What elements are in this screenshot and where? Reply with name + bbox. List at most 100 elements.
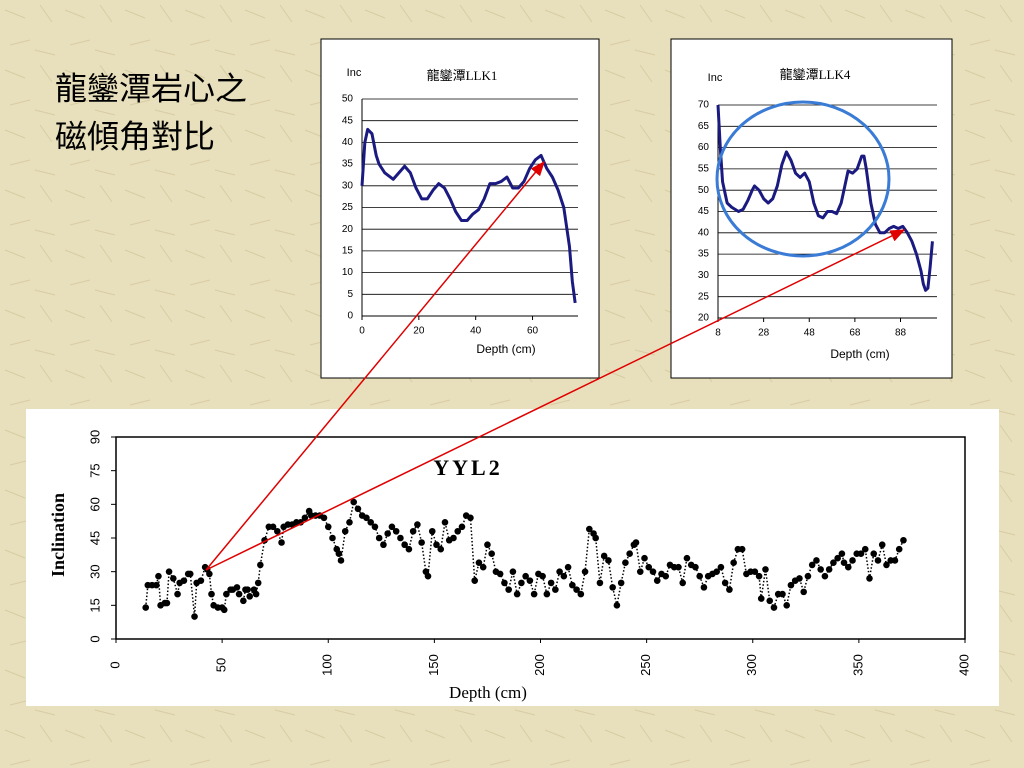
data-point	[428, 527, 436, 535]
data-point	[653, 577, 661, 584]
data-point	[783, 602, 791, 609]
data-point	[367, 518, 375, 526]
data-point	[341, 527, 349, 535]
data-point	[418, 539, 425, 546]
data-point	[547, 579, 555, 587]
data-point	[479, 563, 487, 571]
y-tick-label: 25	[342, 202, 354, 213]
data-point	[675, 563, 682, 571]
data-line	[716, 104, 934, 292]
y-axis-label: Inclination	[48, 493, 68, 577]
data-point	[738, 545, 746, 553]
y-tick-label: 15	[87, 598, 102, 612]
data-point	[800, 588, 807, 596]
data-point	[751, 568, 759, 575]
data-point	[329, 534, 336, 542]
data-point	[518, 579, 525, 587]
x-tick-label: 100	[320, 654, 335, 676]
chart-panel	[320, 38, 600, 379]
y-axis-label: Inc	[347, 67, 362, 79]
data-point	[779, 590, 786, 598]
chart-title: YYL2	[433, 455, 502, 480]
data-point	[700, 584, 708, 591]
y-tick-label: 5	[347, 289, 353, 300]
data-point	[380, 541, 387, 549]
data-point	[560, 572, 568, 580]
data-point	[870, 550, 878, 558]
data-point	[337, 557, 345, 564]
data-point	[581, 568, 589, 575]
data-point	[278, 539, 285, 546]
data-point	[206, 570, 213, 578]
data-point	[388, 523, 396, 531]
data-point	[186, 570, 194, 578]
data-point	[467, 514, 474, 522]
data-point	[825, 566, 833, 573]
data-point	[269, 523, 277, 531]
chart-title: 龍鑾潭LLK4	[780, 67, 851, 82]
data-point	[180, 577, 188, 584]
data-line	[360, 127, 577, 304]
y-tick-label: 10	[342, 267, 354, 278]
data-point	[592, 534, 599, 542]
data-point	[235, 590, 243, 598]
data-point	[197, 577, 205, 584]
data-point	[632, 539, 640, 546]
chart-title: 龍鑾潭LLK1	[427, 68, 498, 83]
data-point	[552, 586, 559, 593]
data-point	[371, 523, 379, 531]
data-point	[471, 577, 479, 584]
data-point	[600, 552, 608, 560]
data-point	[153, 581, 160, 589]
data-point	[878, 541, 886, 549]
x-tick-label: 150	[426, 654, 441, 676]
data-point	[641, 554, 648, 562]
data-point	[320, 514, 328, 522]
data-point	[384, 530, 391, 537]
data-point	[895, 545, 903, 553]
data-point	[900, 536, 907, 544]
data-point	[556, 568, 563, 575]
data-point	[155, 572, 162, 580]
data-point	[787, 581, 795, 589]
data-point	[496, 570, 504, 578]
y-tick-label: 40	[342, 137, 354, 148]
data-point	[813, 557, 820, 564]
highlight-ellipse	[715, 100, 891, 258]
data-point	[622, 559, 629, 566]
data-point	[577, 590, 585, 598]
data-point	[891, 557, 899, 564]
data-point	[874, 557, 882, 564]
y-tick-label: 30	[342, 180, 354, 191]
data-point	[163, 599, 171, 607]
data-point	[717, 563, 725, 571]
data-point	[796, 575, 803, 582]
data-point	[522, 572, 529, 580]
data-point	[433, 541, 440, 549]
data-point	[170, 575, 177, 582]
data-point	[530, 590, 538, 598]
x-axis-label: Depth (cm)	[476, 342, 535, 356]
data-point	[755, 572, 763, 580]
data-point	[526, 577, 534, 584]
data-point	[649, 568, 657, 575]
data-point	[437, 545, 445, 553]
x-tick-label: 28	[758, 328, 770, 339]
x-tick-label: 200	[532, 654, 547, 676]
y-tick-label: 25	[698, 291, 710, 302]
data-point	[883, 561, 890, 569]
y-tick-label: 0	[87, 635, 102, 642]
y-tick-label: 60	[698, 142, 710, 153]
data-point	[645, 563, 653, 571]
plot-frame	[115, 436, 966, 640]
y-tick-label: 70	[698, 100, 710, 111]
x-tick-label: 40	[470, 326, 482, 337]
data-point	[454, 527, 462, 535]
x-tick-label: 8	[715, 328, 721, 339]
data-point	[573, 586, 580, 593]
data-point	[375, 534, 383, 542]
data-point	[220, 606, 228, 614]
y-tick-label: 65	[698, 121, 710, 132]
slide-title: 龍鑾潭岩心之	[55, 70, 247, 106]
data-point	[617, 579, 625, 587]
